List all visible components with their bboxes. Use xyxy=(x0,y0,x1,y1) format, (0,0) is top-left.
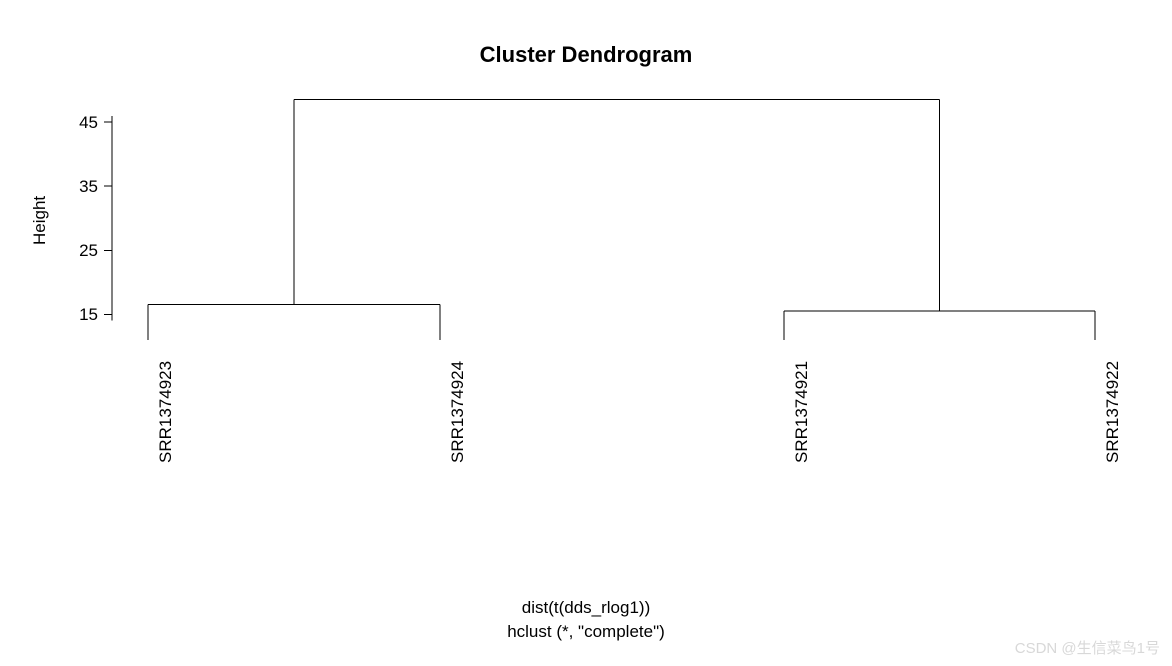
watermark-text: CSDN @生信菜鸟1号 xyxy=(1015,637,1160,658)
leaf-label: SRR1374921 xyxy=(792,361,812,463)
leaf-label: SRR1374922 xyxy=(1103,361,1123,463)
y-tick-label: 35 xyxy=(79,177,98,197)
leaf-label: SRR1374923 xyxy=(156,361,176,463)
y-tick-label: 45 xyxy=(79,113,98,133)
leaf-label: SRR1374924 xyxy=(448,361,468,463)
y-tick-label: 25 xyxy=(79,241,98,261)
dendrogram-plot xyxy=(0,0,1172,666)
y-tick-label: 15 xyxy=(79,305,98,325)
